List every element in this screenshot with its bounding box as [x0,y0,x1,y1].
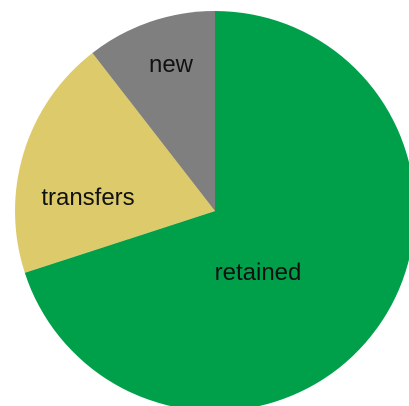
pie-label-new: new [149,51,194,78]
pie-slices [15,11,409,406]
pie-slice-new [92,11,215,211]
pie-slice-transfers [15,52,215,273]
pie-labels: retained transfers new [41,51,301,286]
pie-label-transfers: transfers [41,184,134,211]
pie-label-retained: retained [215,259,302,286]
pie-slice-retained [24,11,409,406]
